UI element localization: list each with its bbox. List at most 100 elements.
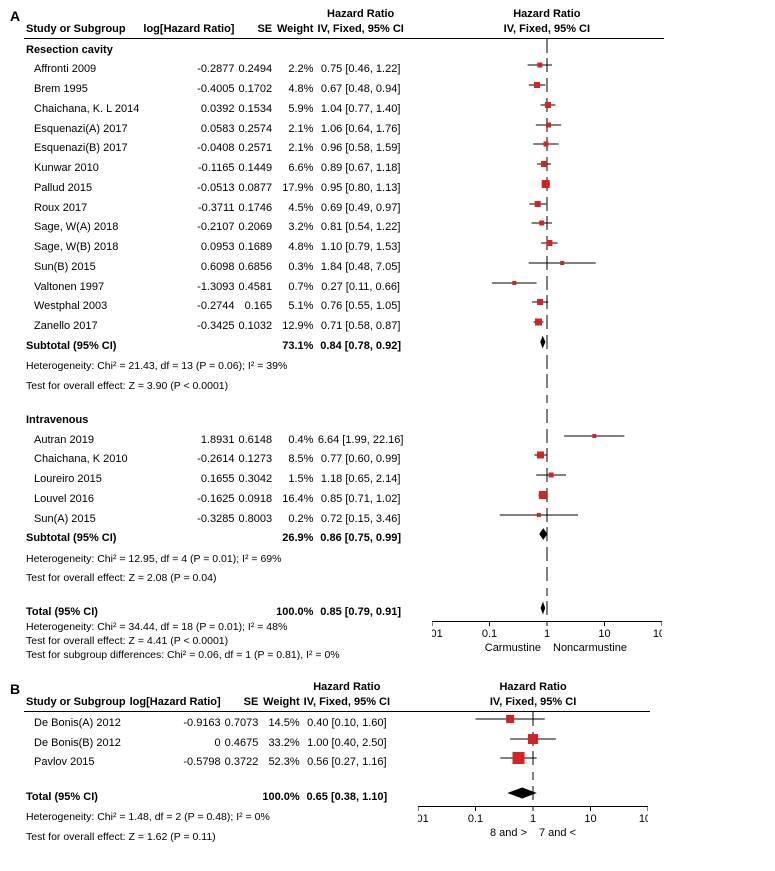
cell xyxy=(406,468,430,488)
study-row: Chaichana, K. L 20140.03920.15345.9%1.04… xyxy=(24,98,664,118)
svg-text:Noncarmustine: Noncarmustine xyxy=(553,642,627,654)
cell: 2.2% xyxy=(274,58,315,78)
study-name: Chaichana, K 2010 xyxy=(24,448,141,468)
study-name: Louvel 2016 xyxy=(24,488,141,508)
cell: 6.6% xyxy=(274,157,315,177)
study-name: Westphal 2003 xyxy=(24,295,141,315)
cell xyxy=(406,409,430,429)
col-hr-plot-heading-b: Hazard Ratio xyxy=(416,681,650,696)
study-row: Kunwar 2010-0.11650.14496.6%0.89 [0.67, … xyxy=(24,157,664,177)
cell xyxy=(274,409,315,429)
col-se: SE xyxy=(236,23,274,38)
forest-svg-cell xyxy=(432,527,662,541)
cell: -0.0408 xyxy=(141,137,236,157)
cell xyxy=(406,527,430,547)
cell xyxy=(406,216,430,236)
cell xyxy=(406,567,430,587)
study-name: Sage, W(A) 2018 xyxy=(24,216,141,236)
cell: 14.5% xyxy=(260,711,301,731)
cell xyxy=(406,315,430,335)
study-row: Sun(B) 20150.60980.68560.3%1.84 [0.48, 7… xyxy=(24,256,664,276)
cell xyxy=(236,527,274,547)
svg-text:100: 100 xyxy=(653,628,662,640)
cell xyxy=(406,137,430,157)
cell: 0.1032 xyxy=(236,315,274,335)
forest-svg-cell xyxy=(432,197,662,211)
study-name: Sun(A) 2015 xyxy=(24,508,141,528)
study-row: Roux 2017-0.37110.17464.5%0.69 [0.49, 0.… xyxy=(24,197,664,217)
study-name: Chaichana, K. L 2014 xyxy=(24,98,141,118)
forest-svg-cell xyxy=(432,295,662,309)
col-hr-plot-heading: Hazard Ratio xyxy=(430,8,664,23)
cell: 2.1% xyxy=(274,137,315,157)
svg-text:0.1: 0.1 xyxy=(482,628,497,640)
cell: 1.84 [0.48, 7.05] xyxy=(315,256,405,276)
col-lhr-b: log[Hazard Ratio] xyxy=(128,696,223,711)
cell: 4.8% xyxy=(274,78,315,98)
cell xyxy=(406,98,430,118)
cell: 0.76 [0.55, 1.05] xyxy=(315,295,405,315)
cell: 0.0583 xyxy=(141,118,236,138)
cell xyxy=(406,547,430,567)
cell: -0.9163 xyxy=(128,711,223,731)
col-study: Study or Subgroup xyxy=(24,23,141,38)
cell: 0.1746 xyxy=(236,197,274,217)
cell: Total (95% CI) xyxy=(24,786,128,806)
col-lhr: log[Hazard Ratio] xyxy=(141,23,236,38)
cell: 0.1655 xyxy=(141,468,236,488)
forest-svg-cell xyxy=(432,588,662,596)
cell: 1.00 [0.40, 2.50] xyxy=(302,732,392,752)
cell: 0.7073 xyxy=(223,711,261,731)
col-study-b: Study or Subgroup xyxy=(24,696,128,711)
forest-svg-cell xyxy=(432,315,662,329)
study-row: Sage, W(B) 20180.09530.16894.8%1.10 [0.7… xyxy=(24,236,664,256)
subtotal-row: Subtotal (95% CI)73.1%0.84 [0.78, 0.92] xyxy=(24,335,664,355)
cell xyxy=(406,276,430,296)
cell: -0.3711 xyxy=(141,197,236,217)
cell: Test for overall effect: Z = 4.41 (P < 0… xyxy=(24,635,406,649)
cell: 0.1273 xyxy=(236,448,274,468)
cell: 0.81 [0.54, 1.22] xyxy=(315,216,405,236)
cell: -0.1165 xyxy=(141,157,236,177)
study-name: Loureiro 2015 xyxy=(24,468,141,488)
cell xyxy=(406,635,430,649)
forest-svg-cell xyxy=(432,468,662,482)
forest-svg-cell xyxy=(432,276,662,290)
cell: Heterogeneity: Chi² = 1.48, df = 2 (P = … xyxy=(24,806,392,826)
cell: Test for overall effect: Z = 2.08 (P = 0… xyxy=(24,567,406,587)
cell: 0.8003 xyxy=(236,508,274,528)
subtotal-row: Subtotal (95% CI)26.9%0.86 [0.75, 0.99] xyxy=(24,527,664,547)
study-row: Westphal 2003-0.27440.1655.1%0.76 [0.55,… xyxy=(24,295,664,315)
study-row: Esquenazi(B) 2017-0.04080.25712.1%0.96 [… xyxy=(24,137,664,157)
forest-svg-cell xyxy=(432,355,662,369)
cell: Total (95% CI) xyxy=(24,601,141,621)
cell xyxy=(392,826,416,846)
cell xyxy=(406,256,430,276)
cell: -1.3093 xyxy=(141,276,236,296)
cell xyxy=(141,527,236,547)
cell: 0.1689 xyxy=(236,236,274,256)
study-row: De Bonis(B) 201200.467533.2%1.00 [0.40, … xyxy=(24,732,650,752)
forest-table-a: Hazard Ratio Hazard Ratio Study or Subgr… xyxy=(24,8,664,663)
cell: 0.96 [0.58, 1.59] xyxy=(315,137,405,157)
cell: Test for overall effect: Z = 3.90 (P < 0… xyxy=(24,374,406,394)
cell xyxy=(392,786,416,806)
cell: 100.0% xyxy=(274,601,315,621)
cell: 4.5% xyxy=(274,197,315,217)
cell: 0.27 [0.11, 0.66] xyxy=(315,276,405,296)
study-name: Roux 2017 xyxy=(24,197,141,217)
forest-svg-cell xyxy=(432,39,662,53)
study-name: Sage, W(B) 2018 xyxy=(24,236,141,256)
study-row: Louvel 2016-0.16250.091816.4%0.85 [0.71,… xyxy=(24,488,664,508)
cell: 0.77 [0.60, 0.99] xyxy=(315,448,405,468)
cell: Subtotal (95% CI) xyxy=(24,527,141,547)
study-name: Pavlov 2015 xyxy=(24,751,128,771)
cell xyxy=(392,732,416,752)
study-name: Esquenazi(A) 2017 xyxy=(24,118,141,138)
forest-svg-cell xyxy=(432,429,662,443)
cell: -0.2877 xyxy=(141,58,236,78)
cell: 16.4% xyxy=(274,488,315,508)
cell: 0.4675 xyxy=(223,732,261,752)
svg-text:7 and <: 7 and < xyxy=(539,827,576,839)
total-row: Total (95% CI)100.0%0.85 [0.79, 0.91] xyxy=(24,601,664,621)
